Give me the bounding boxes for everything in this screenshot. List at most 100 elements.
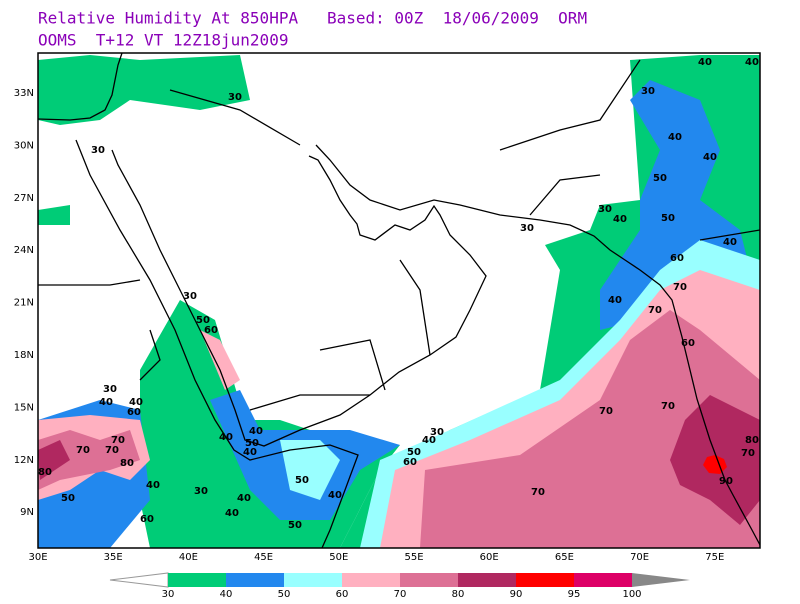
contour-label: 50 [288, 520, 302, 531]
lat-label: 15N [14, 402, 34, 413]
contour-label: 60 [127, 407, 141, 418]
lon-label: 30E [28, 552, 47, 563]
lon-label: 75E [705, 552, 724, 563]
contour-label: 30 [91, 145, 105, 156]
humidity-area [280, 440, 340, 500]
contour-label: 30 [103, 384, 117, 395]
contour-label: 50 [196, 315, 210, 326]
lon-label: 70E [630, 552, 649, 563]
contour-label: 70 [76, 445, 90, 456]
contour-label: 40 [243, 447, 257, 458]
contour-label: 50 [661, 213, 675, 224]
colorbar-low-end [109, 572, 169, 588]
humidity-area [420, 310, 760, 548]
lat-label: 30N [14, 140, 34, 151]
lon-label: 40E [179, 552, 198, 563]
contour-label: 80 [38, 467, 52, 478]
colorbar-label: 80 [452, 589, 465, 600]
contour-label: 70 [648, 305, 662, 316]
contour-label: 30 [183, 291, 197, 302]
humidity-fields [38, 55, 760, 548]
contour-label: 40 [328, 490, 342, 501]
contour-label: 30 [520, 223, 534, 234]
colorbar-label: 90 [510, 589, 523, 600]
contour-label: 80 [120, 458, 134, 469]
colorbar-segment [574, 573, 632, 587]
colorbar-label: 30 [162, 589, 175, 600]
contour-label: 40 [219, 432, 233, 443]
contour-label: 80 [745, 435, 759, 446]
coastlines [38, 53, 760, 548]
lat-label: 18N [14, 350, 34, 361]
lon-label: 35E [104, 552, 123, 563]
colorbar-segment [516, 573, 574, 587]
contour-label: 60 [140, 514, 154, 525]
axes: 33N 30N 27N 24N 21N 18N 15N 12N 9N 30E 35E 40E 45E 50… [14, 88, 725, 563]
map-frame [37, 52, 761, 549]
contour-label: 60 [681, 338, 695, 349]
colorbar-segment [284, 573, 342, 587]
lat-label: 12N [14, 455, 34, 466]
colorbar-label: 40 [220, 589, 233, 600]
contour-label: 40 [698, 57, 712, 68]
colorbar-segment [400, 573, 458, 587]
contour-label: 70 [531, 487, 545, 498]
lon-label: 65E [555, 552, 574, 563]
contour-label: 60 [403, 457, 417, 468]
humidity-area [38, 440, 70, 480]
colorbar-high-end [632, 573, 690, 587]
subtitle-line: OOMS T+12 VT 12Z18jun2009 [38, 31, 288, 50]
contour-label: 40 [146, 480, 160, 491]
colorbar-segment [458, 573, 516, 587]
lon-label: 60E [480, 552, 499, 563]
contour-label: 40 [129, 397, 143, 408]
humidity-area [200, 330, 240, 390]
contour-label: 50 [295, 475, 309, 486]
contour-label: 50 [245, 438, 259, 449]
colorbar-label: 60 [336, 589, 349, 600]
colorbar-label: 70 [394, 589, 407, 600]
contour-label: 40 [668, 132, 682, 143]
contour-label: 90 [719, 476, 733, 487]
colorbar-segment [168, 573, 226, 587]
contour-label: 40 [225, 508, 239, 519]
contour-label: 70 [741, 448, 755, 459]
contour-label: 50 [653, 173, 667, 184]
contour-label: 50 [61, 493, 75, 504]
colorbar-label: 100 [622, 589, 641, 600]
colorbar-segment [342, 573, 400, 587]
colorbar: 30 40 50 60 70 80 90 95 100 [109, 572, 690, 600]
contour-label: 70 [105, 445, 119, 456]
colorbar-label: 95 [568, 589, 581, 600]
contour-label: 40 [99, 397, 113, 408]
contour-label: 50 [407, 447, 421, 458]
contour-label: 70 [599, 406, 613, 417]
humidity-area [38, 205, 70, 225]
contour-label: 30 [641, 86, 655, 97]
humidity-area [38, 430, 140, 490]
contour-label: 40 [608, 295, 622, 306]
contour-label: 40 [613, 214, 627, 225]
contour-label: 40 [422, 435, 436, 446]
contour-label: 40 [249, 426, 263, 437]
contour-label: 60 [204, 325, 218, 336]
contour-label: 30 [598, 204, 612, 215]
lat-label: 27N [14, 193, 34, 204]
contour-label: 60 [670, 253, 684, 264]
contour-label: 40 [723, 237, 737, 248]
contour-label: 40 [703, 152, 717, 163]
contour-label: 30 [228, 92, 242, 103]
lon-label: 50E [329, 552, 348, 563]
contour-label: 70 [661, 401, 675, 412]
colorbar-label: 50 [278, 589, 291, 600]
contour-label: 70 [673, 282, 687, 293]
lat-label: 24N [14, 245, 34, 256]
lon-label: 55E [404, 552, 423, 563]
contour-label: 30 [430, 427, 444, 438]
colorbar-segment [226, 573, 284, 587]
humidity-area [38, 55, 250, 125]
lat-label: 33N [14, 88, 34, 99]
lat-label: 9N [20, 507, 34, 518]
